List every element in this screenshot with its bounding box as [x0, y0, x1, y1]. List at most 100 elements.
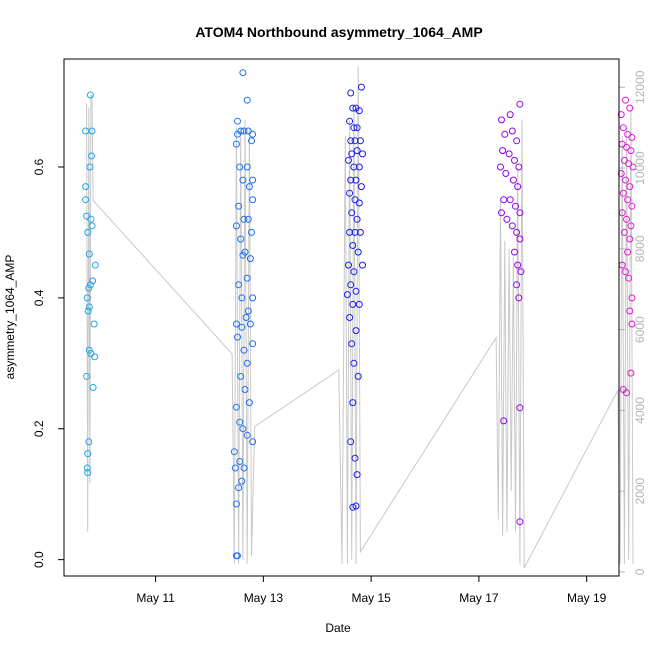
data-point [243, 274, 251, 282]
data-point [626, 104, 634, 112]
data-point [235, 484, 243, 492]
data-point [245, 183, 253, 191]
data-point [237, 235, 245, 243]
data-point [516, 235, 524, 243]
data-point [243, 163, 251, 171]
data-point [620, 156, 628, 164]
x-tick-label: May 11 [136, 591, 175, 605]
data-point [246, 320, 254, 328]
data-point [354, 248, 362, 256]
data-point [351, 228, 359, 236]
data-point [627, 147, 635, 155]
data-point [350, 163, 358, 171]
y-tick-label: 0.2 [32, 420, 46, 437]
data-point [353, 471, 361, 479]
data-point [347, 176, 355, 184]
data-point [243, 431, 251, 439]
data-point [239, 425, 247, 433]
data-point [513, 228, 521, 236]
data-point [508, 127, 516, 135]
data-point [343, 291, 351, 299]
data-point [248, 228, 255, 236]
data-point [237, 127, 245, 135]
data-point [619, 124, 627, 132]
data-point [517, 268, 525, 276]
data-point [345, 156, 352, 164]
data-point [249, 130, 257, 138]
series-3 [343, 83, 366, 511]
data-point [91, 261, 99, 269]
data-point [498, 209, 505, 217]
data-point [249, 294, 257, 302]
data-point [629, 163, 637, 171]
data-point [622, 96, 629, 104]
data-point [232, 140, 240, 148]
y2-tick-label: 6000 [633, 316, 647, 343]
data-point [235, 202, 243, 210]
data-point [624, 196, 632, 204]
data-point [236, 418, 244, 426]
secondary-line [86, 67, 634, 569]
data-point [359, 261, 366, 269]
data-point [351, 137, 359, 145]
data-point [234, 552, 241, 560]
data-point [88, 152, 95, 160]
data-points-layer [82, 69, 637, 560]
data-point [347, 281, 355, 289]
data-point [86, 281, 94, 289]
data-point [352, 502, 360, 510]
data-point [88, 127, 96, 135]
data-point [236, 458, 244, 465]
chart-title: ATOM4 Northbound asymmetry_1064_AMP [195, 24, 482, 40]
data-point [509, 176, 517, 184]
x-tick-label: May 13 [244, 591, 284, 605]
data-point [232, 320, 240, 328]
y-axis-label: asymmetry_1064_AMP [3, 255, 17, 380]
data-point [346, 117, 354, 125]
data-point [239, 251, 247, 259]
data-point [91, 353, 99, 361]
data-point [511, 156, 518, 164]
data-point [231, 464, 239, 472]
series-2 [230, 69, 257, 560]
data-point [355, 300, 363, 308]
data-point [85, 250, 93, 258]
data-point [230, 448, 238, 456]
y2-tick-label: 0 [633, 568, 647, 575]
data-point [83, 294, 91, 302]
data-point [353, 124, 361, 132]
x-tick-label: May 15 [351, 591, 391, 605]
data-point [628, 294, 636, 302]
data-point [83, 464, 91, 472]
data-point [232, 500, 240, 508]
data-point [514, 183, 522, 191]
data-point [85, 346, 93, 354]
data-point [347, 89, 355, 97]
plot-frame [63, 58, 620, 577]
data-point [346, 189, 354, 197]
data-point [347, 438, 355, 446]
data-point [351, 196, 359, 204]
data-point [515, 163, 523, 171]
data-point [628, 134, 636, 141]
data-point [348, 209, 356, 217]
data-point [243, 96, 251, 104]
data-point [353, 147, 361, 155]
y2-tick-label: 12000 [633, 70, 647, 104]
data-point [356, 228, 364, 236]
data-point [500, 417, 508, 425]
data-point [516, 209, 524, 217]
data-point [232, 403, 240, 411]
y2-tick-label: 8000 [633, 235, 647, 262]
data-point [626, 183, 634, 191]
data-point [240, 464, 248, 472]
data-point [354, 372, 362, 380]
data-point [86, 163, 94, 171]
data-point [351, 454, 359, 462]
data-point [625, 160, 633, 168]
data-point [232, 222, 240, 230]
y2-tick-label: 4000 [633, 397, 647, 424]
x-axis-label: Date [325, 621, 351, 635]
